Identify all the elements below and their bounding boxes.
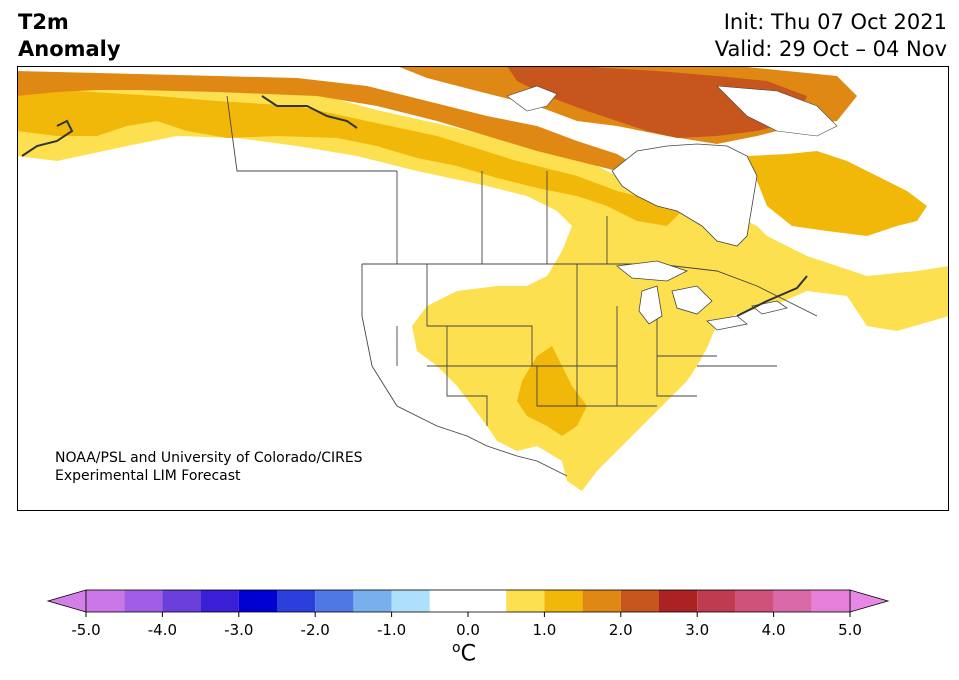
- colorbar-bin: [620, 590, 659, 612]
- colorbar-tick-label: -5.0: [71, 621, 100, 639]
- colorbar-tick-label: 4.0: [762, 621, 786, 639]
- anomaly-region-brown: [507, 66, 807, 138]
- colorbar-bin: [429, 590, 468, 612]
- colorbar-bin: [582, 590, 621, 612]
- colorbar-tick-label: 1.0: [532, 621, 556, 639]
- title-line-2: Anomaly: [18, 37, 121, 61]
- valid-period: Valid: 29 Oct – 04 Nov: [714, 37, 947, 61]
- arctic-channel: [506, 85, 558, 112]
- colorbar-bin: [391, 590, 430, 612]
- colorbar-tick-label: 0.0: [456, 621, 480, 639]
- colorbar-under-arrow: [46, 589, 87, 613]
- colorbar-bin: [811, 590, 850, 612]
- colorbar-bin: [659, 590, 698, 612]
- colorbar-tick-label: -2.0: [301, 621, 330, 639]
- colorbar-bin: [468, 590, 507, 612]
- credit-line-1: NOAA/PSL and University of Colorado/CIRE…: [55, 450, 363, 466]
- anomaly-map: [17, 66, 949, 511]
- unit-degree: o: [452, 640, 461, 656]
- colorbar-bin: [86, 590, 125, 612]
- title-line-1: T2m: [18, 10, 69, 34]
- credit-line-2: Experimental LIM Forecast: [55, 468, 241, 484]
- colorbar-bin: [353, 590, 392, 612]
- colorbar-tick-label: -3.0: [224, 621, 253, 639]
- colorbar-bin: [735, 590, 774, 612]
- colorbar-bin: [200, 590, 239, 612]
- colorbar-bin: [697, 590, 736, 612]
- colorbar-tick-label: 2.0: [609, 621, 633, 639]
- colorbar-bin: [162, 590, 201, 612]
- great-lakes: [616, 260, 788, 331]
- credit-text: NOAA/PSL and University of Colorado/CIRE…: [55, 449, 363, 485]
- colorbar-over-arrow: [849, 589, 890, 613]
- colorbar-bin: [277, 590, 316, 612]
- rivers: [21, 95, 808, 317]
- unit-letter: C: [460, 641, 476, 667]
- hudson-bay: [611, 143, 758, 247]
- anomaly-region-darkorange: [17, 71, 637, 171]
- init-date: Init: Thu 07 Oct 2021: [723, 10, 947, 34]
- colorbar-bin: [238, 590, 277, 612]
- colorbar-tick-label: 5.0: [838, 621, 862, 639]
- colorbar-bin: [315, 590, 354, 612]
- arctic-water: [716, 85, 838, 137]
- map-frame: [17, 66, 949, 511]
- colorbar-bin: [544, 590, 583, 612]
- forecast-dates: Init: Thu 07 Oct 2021 Valid: 29 Oct – 04…: [715, 9, 947, 63]
- map-title: T2m Anomaly: [18, 9, 121, 63]
- colorbar: -5.0 -4.0 -3.0 -2.0 -1.0 0.0 1.0 2.0 3.0 4.0 5.0: [46, 589, 890, 639]
- colorbar-unit: oC: [452, 640, 476, 666]
- colorbar-bin: [124, 590, 163, 612]
- colorbar-ticks: -5.0 -4.0 -3.0 -2.0 -1.0 0.0 1.0 2.0 3.0 4.0 5.0: [71, 612, 862, 639]
- colorbar-tick-label: 3.0: [685, 621, 709, 639]
- anomaly-region-orange-east: [747, 151, 927, 236]
- anomaly-region-orange-texas: [517, 346, 587, 436]
- colorbar-tick-label: -1.0: [377, 621, 406, 639]
- colorbar-bin: [773, 590, 812, 612]
- colorbar-tick-label: -4.0: [148, 621, 177, 639]
- colorbar-bin: [506, 590, 545, 612]
- political-boundaries: [226, 95, 818, 477]
- anomaly-region-orange: [17, 88, 682, 226]
- colorbar-bins: [46, 589, 890, 613]
